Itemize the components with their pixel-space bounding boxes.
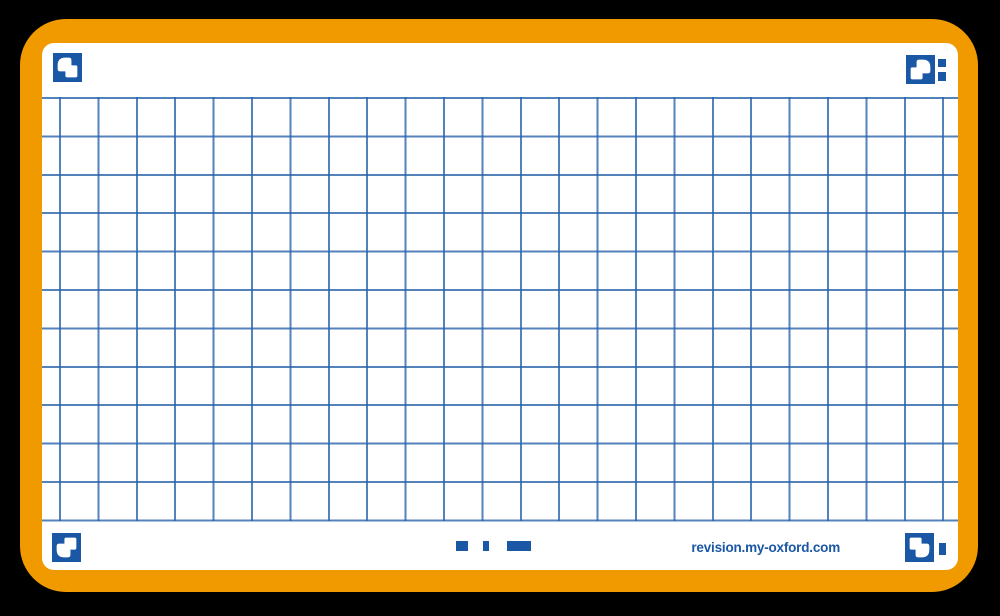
website-url-text: revision.my-oxford.com: [691, 540, 840, 555]
calibration-square-bottom-icon: [938, 72, 946, 81]
card-surface: revision.my-oxford.com: [42, 43, 958, 570]
registration-bar-3-icon: [507, 541, 531, 551]
scan-corner-mark-bottom-right-icon: [905, 533, 934, 562]
scan-corner-mark-bottom-left-icon: [52, 533, 81, 562]
grid-vertical-lines: [58, 97, 958, 521]
scan-corner-mark-top-left-icon: [53, 53, 82, 82]
calibration-bar-icon: [939, 543, 946, 555]
flash-card: revision.my-oxford.com: [20, 19, 978, 592]
registration-bar-2-icon: [483, 541, 489, 551]
registration-bar-1-icon: [456, 541, 468, 551]
calibration-square-top-icon: [938, 59, 946, 67]
scan-corner-mark-top-right-icon: [906, 55, 935, 84]
